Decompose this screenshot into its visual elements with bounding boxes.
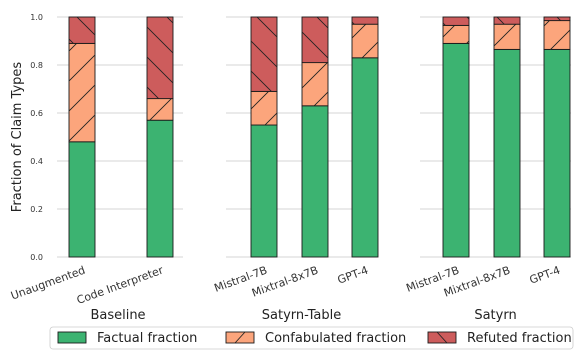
bar-hatch-refuted-fraction: [302, 17, 328, 63]
bar-hatch-confabulated-fraction: [443, 25, 469, 44]
panel-title: Satyrn-Table: [262, 308, 341, 323]
bar-code-interpreter: [146, 16, 174, 258]
bar-segment-factual-fraction: [351, 57, 379, 258]
bar-hatch-refuted-fraction: [69, 17, 95, 44]
y-tick-label: 0.8: [30, 61, 43, 70]
bar-hatch-confabulated-fraction: [251, 91, 277, 125]
panel-title: Baseline: [90, 308, 145, 323]
legend-swatch: [57, 331, 87, 344]
bar-mixtral-8x7b: [493, 16, 521, 258]
bar-hatch-refuted-fraction: [544, 17, 570, 21]
panel-title: Satyrn: [474, 308, 516, 323]
bar-hatch-refuted-fraction: [147, 17, 173, 99]
x-tick-label: Code Interpreter: [75, 263, 166, 307]
x-tick-label: GPT-4: [528, 264, 562, 287]
y-tick-label: 1.0: [30, 13, 43, 22]
bar-segment-factual-fraction: [543, 48, 571, 258]
bar-gpt-4: [351, 16, 379, 258]
y-tick-label: 0.4: [30, 157, 43, 166]
legend-item-confabulated-fraction: Confabulated fraction: [225, 331, 406, 346]
x-tick-label: GPT-4: [336, 264, 370, 287]
bar-hatch-refuted-fraction: [352, 17, 378, 25]
bar-hatch-confabulated-fraction: [69, 43, 95, 142]
bar-hatch-confabulated-fraction: [544, 20, 570, 50]
legend-hatch: [436, 331, 448, 344]
bar-gpt-4: [543, 16, 571, 258]
bar-segment-factual-fraction: [68, 141, 96, 258]
bar-segment-factual-fraction: [442, 42, 470, 258]
bar-mistral-7b: [442, 16, 470, 258]
bar-segment-factual-fraction: [301, 105, 329, 258]
bar-unaugmented: [68, 16, 96, 258]
bar-hatch-refuted-fraction: [494, 17, 520, 25]
legend-hatch: [234, 331, 246, 344]
bar-hatch-confabulated-fraction: [147, 98, 173, 121]
legend: Factual fraction Confabulated fraction Ref…: [49, 326, 574, 350]
y-tick-label: 0.2: [30, 205, 43, 214]
bar-mixtral-8x7b: [301, 16, 329, 258]
bar-hatch-confabulated-fraction: [352, 24, 378, 58]
legend-item-factual-fraction: Factual fraction: [57, 331, 197, 346]
bar-hatch-refuted-fraction: [251, 17, 277, 92]
bar-hatch-refuted-fraction: [443, 17, 469, 26]
y-tick-label: 0.6: [30, 109, 43, 118]
legend-label: Confabulated fraction: [265, 331, 406, 346]
legend-label: Factual fraction: [97, 331, 197, 346]
y-axis-label: Fraction of Claim Types: [10, 62, 25, 213]
y-tick-label: 0.0: [30, 253, 43, 262]
bar-segment-factual-fraction: [146, 119, 174, 258]
bar-segment-factual-fraction: [493, 48, 521, 258]
legend-item-refuted-fraction: Refuted fraction: [427, 331, 572, 346]
legend-label: Refuted fraction: [467, 331, 572, 346]
bar-hatch-confabulated-fraction: [494, 24, 520, 50]
bar-segment-factual-fraction: [250, 124, 278, 258]
bar-hatch-confabulated-fraction: [302, 62, 328, 106]
bar-mistral-7b: [250, 16, 278, 258]
